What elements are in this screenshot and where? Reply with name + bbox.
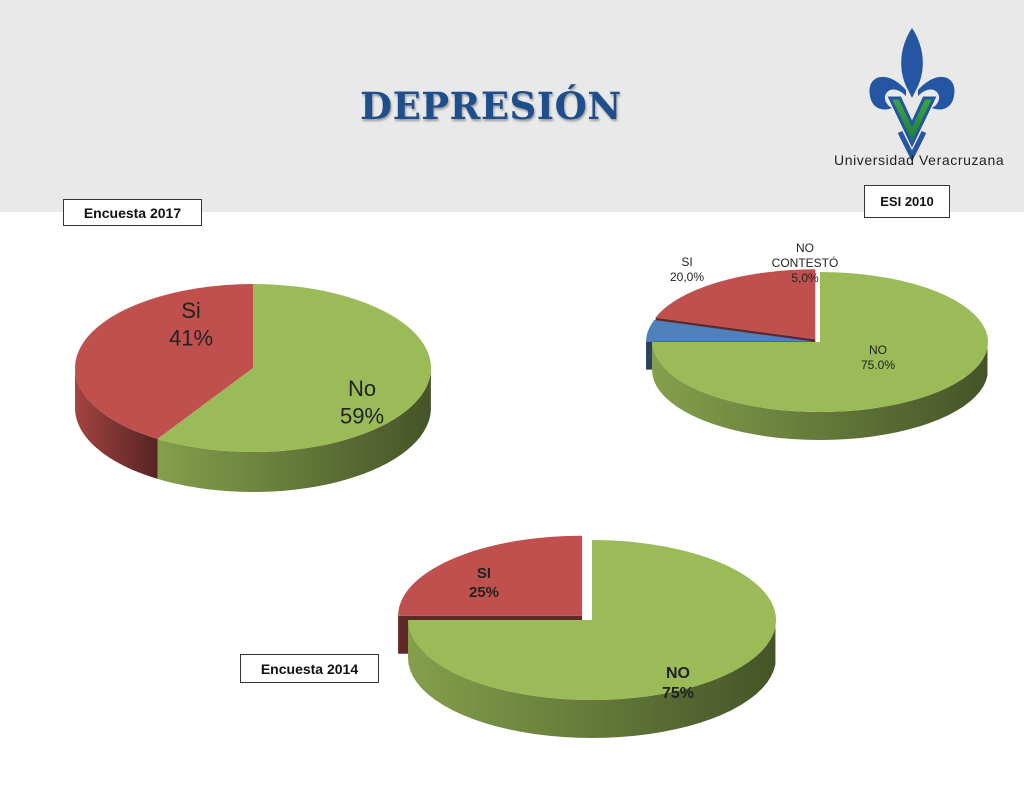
pie-chart-2010: SI 20,0% NO CONTESTÓ 5,0% NO 75.0%	[646, 241, 988, 440]
logo-caption: Universidad Veracruzana	[834, 152, 1005, 168]
chart-label-2010: ESI 2010	[864, 185, 950, 218]
slice-label-no: NO 75.0%	[861, 343, 895, 372]
pie-chart-2017: Si 41% No 59%	[75, 284, 431, 492]
pie-chart-2014: SI 25% NO 75%	[398, 535, 776, 738]
pie-slice-no	[408, 540, 776, 738]
slice-label-no: No 59%	[340, 376, 384, 429]
header-band	[0, 0, 1024, 212]
pie-slice-no	[157, 284, 431, 492]
pie-slice-si	[75, 284, 253, 479]
slice-label-no: NO 75%	[662, 665, 694, 702]
university-logo	[869, 28, 955, 162]
pie-slice-no	[652, 272, 988, 440]
slice-label-si: SI 25%	[469, 565, 499, 601]
page-title: DEPRESIÓN	[360, 84, 622, 128]
slice-label-no-contestó: NO CONTESTÓ 5,0%	[772, 241, 839, 285]
chart-label-2017: Encuesta 2017	[63, 199, 202, 226]
slice-label-si: SI 20,0%	[670, 255, 704, 284]
chart-label-2014: Encuesta 2014	[240, 654, 379, 683]
slice-label-si: Si 41%	[169, 298, 213, 351]
